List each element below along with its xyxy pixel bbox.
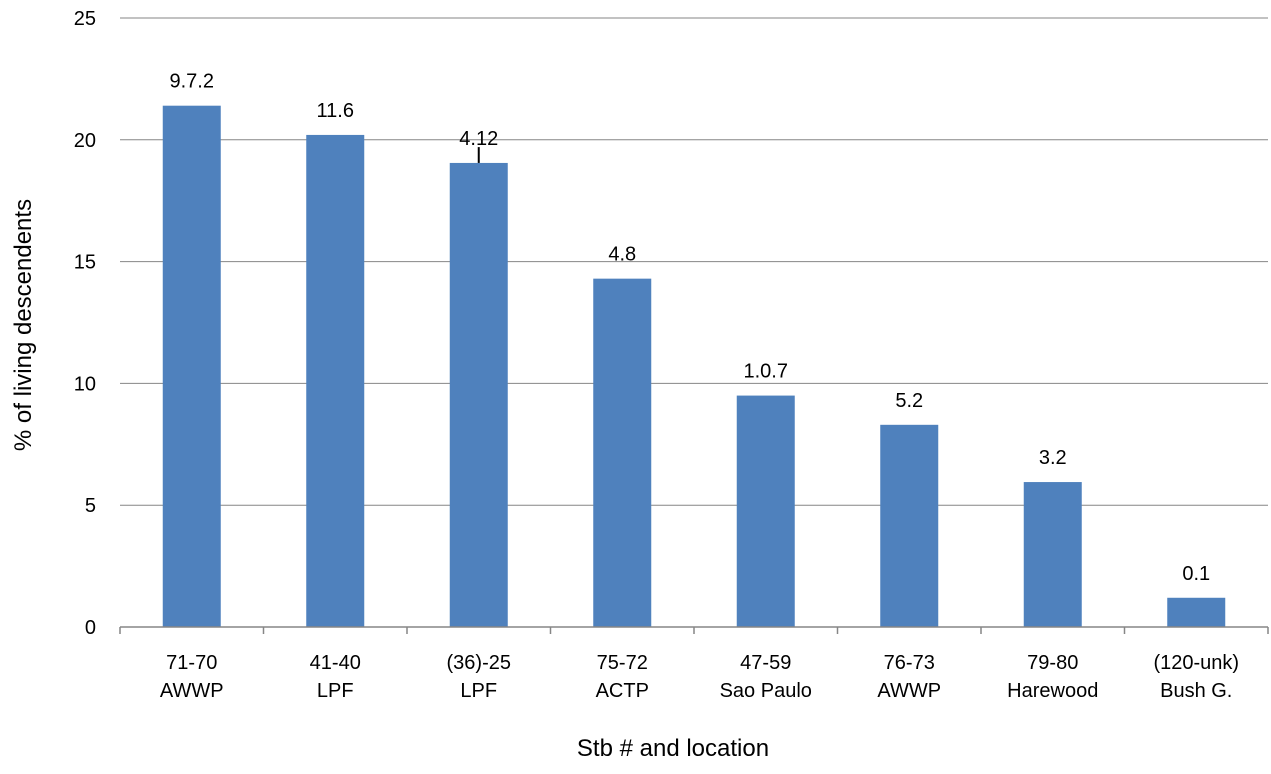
bar xyxy=(162,105,221,628)
x-category-label: 41-40 xyxy=(310,652,361,674)
y-tick-label: 15 xyxy=(74,252,96,274)
x-category-label: AWWP xyxy=(877,680,941,702)
x-category-label: Sao Paulo xyxy=(720,680,812,702)
x-axis-title: Stb # and location xyxy=(577,735,769,762)
bar xyxy=(736,395,795,627)
bar xyxy=(306,134,365,628)
x-category-label: 76-73 xyxy=(884,652,935,674)
bar xyxy=(880,424,939,627)
x-category-label: 71-70 xyxy=(166,652,217,674)
y-tick-label: 10 xyxy=(74,373,96,395)
y-axis-title: % of living descendents xyxy=(10,199,37,451)
x-category-label: Bush G. xyxy=(1160,680,1232,702)
data-label: 5.2 xyxy=(895,390,923,412)
bars xyxy=(162,105,1226,628)
data-label: 0.1 xyxy=(1182,563,1210,585)
data-label: 3.2 xyxy=(1039,447,1067,469)
data-label: 4.8 xyxy=(608,244,636,266)
y-tick-label: 0 xyxy=(85,617,96,639)
x-category-label: LPF xyxy=(317,680,354,702)
x-category-label: (120-unk) xyxy=(1153,652,1239,674)
bar xyxy=(1167,597,1226,627)
data-label: 1.0.7 xyxy=(744,361,788,383)
x-category-label: 75-72 xyxy=(597,652,648,674)
x-category-label: ACTP xyxy=(596,680,649,702)
y-tick-label: 25 xyxy=(74,8,96,30)
x-category-label: LPF xyxy=(460,680,497,702)
x-axis xyxy=(119,626,1269,634)
y-tick-label: 5 xyxy=(85,495,96,517)
x-category-label: 47-59 xyxy=(740,652,791,674)
data-label: 4.12 xyxy=(459,128,498,150)
bar xyxy=(1023,482,1082,627)
data-label: 9.7.2 xyxy=(170,71,214,93)
gridlines xyxy=(120,17,1268,506)
x-category-label: (36)-25 xyxy=(447,652,511,674)
x-category-label: 79-80 xyxy=(1027,652,1078,674)
data-label: 11.6 xyxy=(317,100,354,122)
bar xyxy=(449,162,508,627)
x-category-label: Harewood xyxy=(1007,680,1098,702)
x-category-label: AWWP xyxy=(160,680,224,702)
labels: 0 5 10 15 20 25 9.7.2 71-70 AWWP 11.6 41-40 LPF 4.12… xyxy=(74,8,1239,702)
bar xyxy=(593,278,652,627)
y-tick-label: 20 xyxy=(74,130,96,152)
